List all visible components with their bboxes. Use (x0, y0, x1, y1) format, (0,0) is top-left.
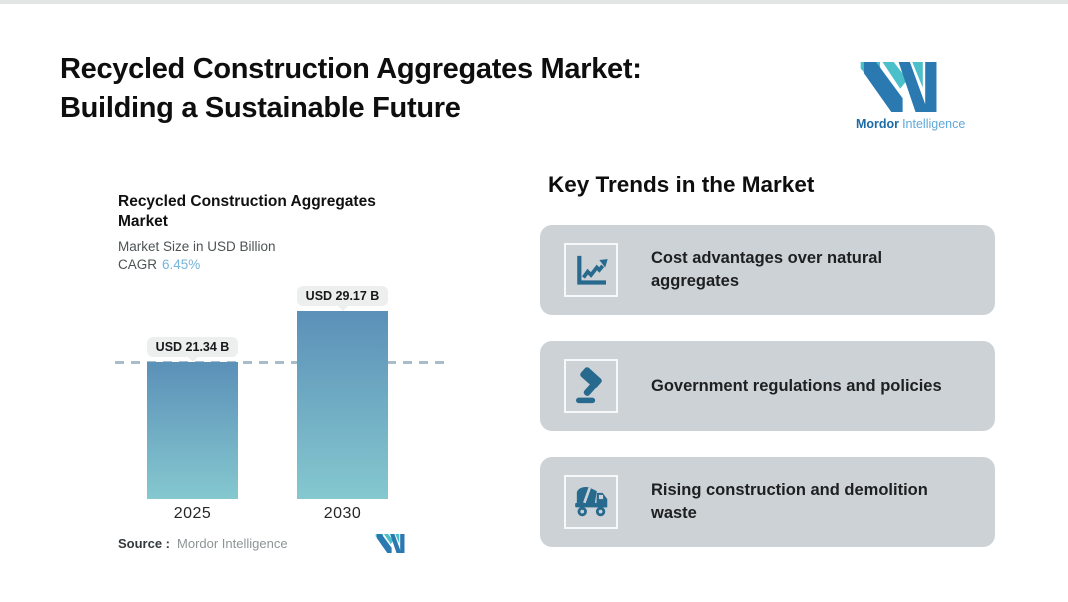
dashed-reference-line (115, 360, 449, 364)
brand-name-bold: Mordor (856, 117, 900, 131)
source-value: Mordor Intelligence (177, 536, 288, 551)
trend-card-cost-advantages: Cost advantages over natural aggregates (540, 225, 995, 315)
cagr-row: CAGR 6.45% (118, 257, 458, 272)
chart-title-line2: Market (118, 213, 168, 230)
trend-card-government-regulations: Government regulations and policies (540, 341, 995, 431)
cagr-value: 6.45% (162, 257, 201, 272)
top-strip (0, 0, 1068, 4)
source-label: Source : (118, 536, 171, 551)
brand-name-light: Intelligence (902, 117, 966, 131)
mordor-intelligence-logo-icon (860, 62, 937, 112)
mordor-intelligence-mini-logo-icon (375, 534, 405, 553)
bar-2025 (147, 361, 238, 499)
trend-icon-tile (564, 359, 618, 413)
bar-value-label-notch (337, 306, 348, 311)
bar-chart: USD 21.34 B 2025 USD 29.17 B 2030 (115, 286, 453, 525)
trends-heading: Key Trends in the Market (548, 172, 815, 197)
bar-category-label: 2025 (173, 505, 212, 522)
bar-value-label: USD 29.17 B (297, 286, 388, 306)
source-row: Source : Mordor Intelligence (118, 534, 408, 553)
page-title-line2: Building a Sustainable Future (60, 92, 461, 124)
mixer-truck-icon (575, 486, 608, 517)
cagr-label: CAGR (118, 257, 158, 272)
bar-category-label: 2030 (323, 505, 362, 522)
trend-icon-tile (564, 475, 618, 529)
trend-card-demolition-waste: Rising construction and demolition waste (540, 457, 995, 547)
gavel-icon (576, 367, 602, 404)
market-chart-panel: Recycled Construction Aggregates Market … (115, 192, 458, 553)
line-chart-icon (577, 255, 608, 285)
brand-wordmark: Mordor Intelligence (856, 117, 972, 131)
trend-text: Rising construction and demolition waste (651, 481, 928, 522)
trend-text: Cost advantages over natural aggregates (651, 249, 883, 290)
trend-icon-tile (564, 243, 618, 297)
page-title-line1: Recycled Construction Aggregates Market: (60, 53, 642, 85)
bar-value-label-notch (187, 356, 198, 362)
chart-title-line1: Recycled Construction Aggregates (118, 193, 376, 210)
trend-text: Government regulations and policies (651, 376, 942, 395)
bar-column: USD 29.17 B 2030 (297, 286, 388, 525)
bar-group: USD 21.34 B 2025 USD 29.17 B 2030 (147, 286, 388, 525)
chart-title: Recycled Construction Aggregates Market (118, 192, 458, 232)
chart-subtitle: Market Size in USD Billion (118, 239, 276, 254)
trend-cards: Cost advantages over natural aggregates … (540, 225, 995, 547)
bar-column: USD 21.34 B 2025 (147, 336, 238, 526)
brand-logo: Mordor Intelligence (856, 62, 972, 131)
page-title: Recycled Construction Aggregates Market:… (60, 50, 642, 128)
bar-value-label: USD 21.34 B (147, 336, 238, 357)
bar-2030 (297, 311, 388, 499)
